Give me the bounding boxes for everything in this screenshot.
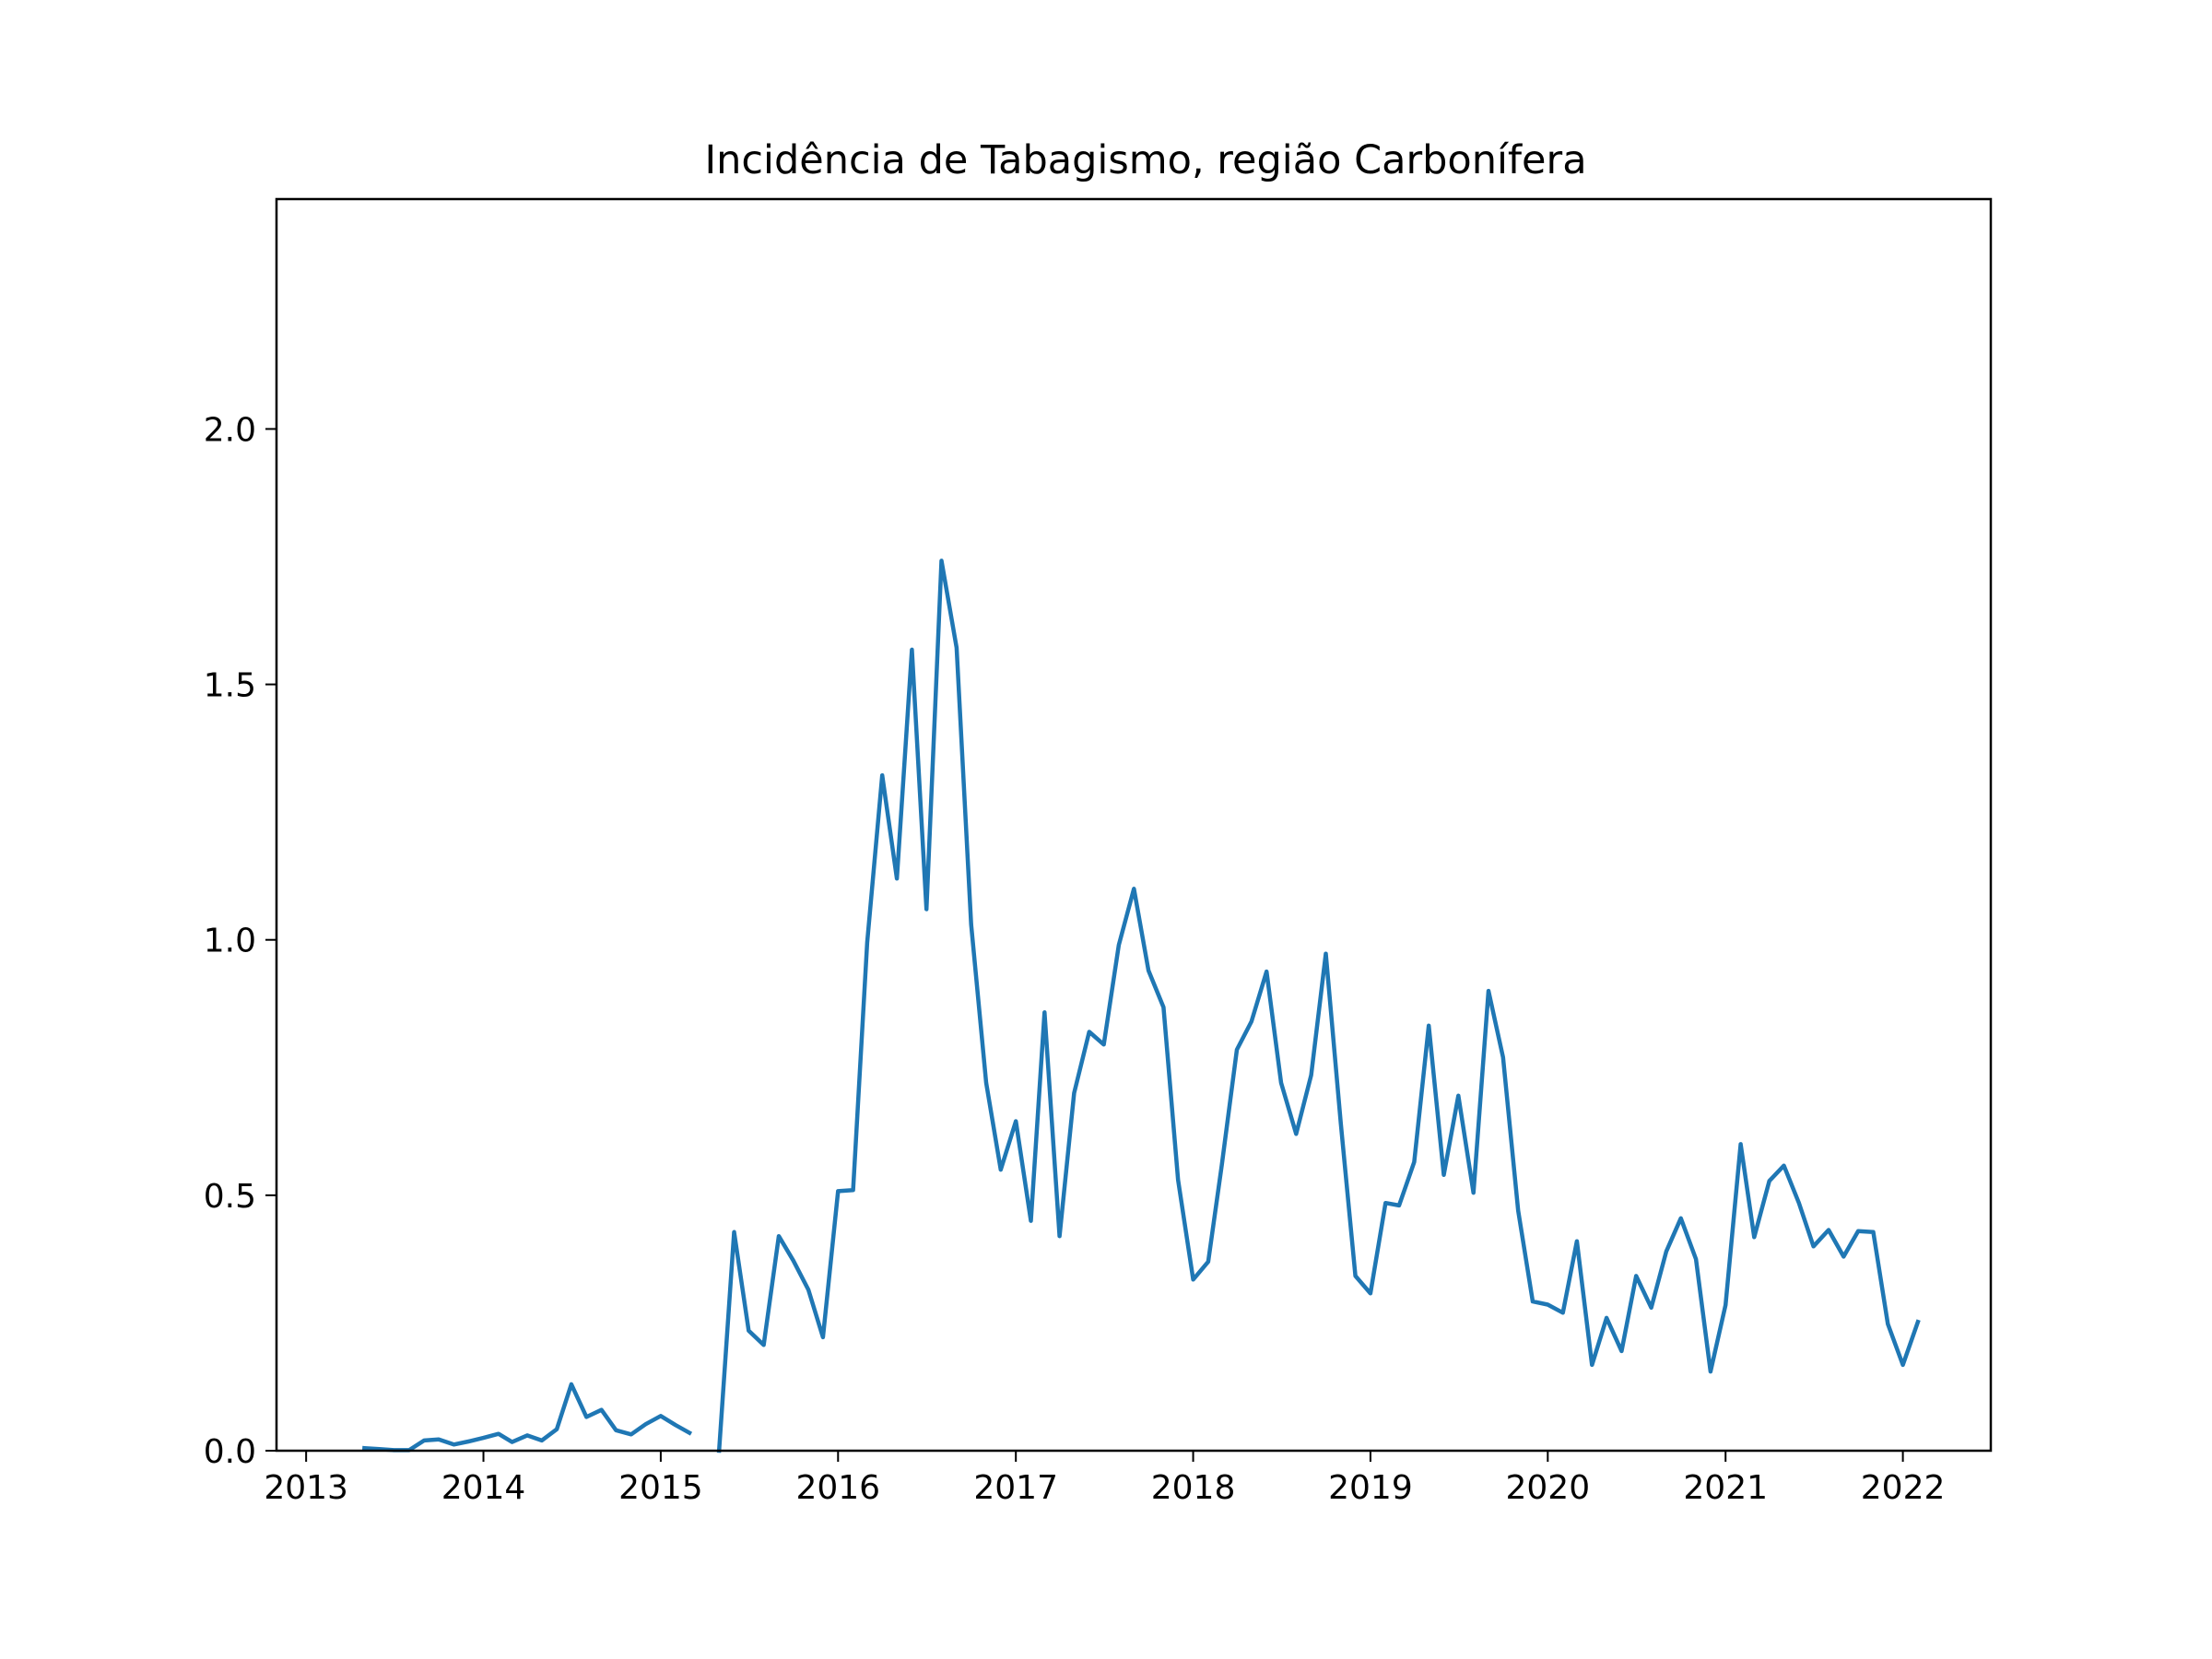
y-tick-label: 1.5 <box>204 667 256 705</box>
y-axis: 0.0 0.5 1.0 1.5 2.0 <box>204 411 276 1471</box>
y-tick-label: 0.0 <box>204 1433 256 1471</box>
x-tick-label: 2018 <box>1151 1469 1236 1507</box>
y-tick-label: 0.5 <box>204 1178 256 1216</box>
x-tick-label: 2015 <box>618 1469 703 1507</box>
x-tick-label: 2016 <box>795 1469 880 1507</box>
x-tick-label: 2017 <box>973 1469 1058 1507</box>
x-tick-label: 2021 <box>1683 1469 1768 1507</box>
series-layer <box>362 559 1921 1453</box>
chart-title: Incidência de Tabagismo, região Carboníf… <box>704 137 1586 183</box>
series-line <box>362 1382 693 1453</box>
plot-frame <box>275 197 1993 1453</box>
y-tick-label: 2.0 <box>204 411 256 449</box>
y-tick-label: 1.0 <box>204 923 256 960</box>
x-axis: 2013 2014 2015 2016 2017 2018 2019 2020 2021 2022 <box>264 1451 1945 1507</box>
x-tick-label: 2022 <box>1861 1469 1946 1507</box>
series-line <box>716 559 1921 1453</box>
x-tick-label: 2013 <box>264 1469 348 1507</box>
x-tick-label: 2020 <box>1506 1469 1591 1507</box>
x-tick-label: 2014 <box>441 1469 526 1507</box>
x-tick-label: 2019 <box>1328 1469 1413 1507</box>
